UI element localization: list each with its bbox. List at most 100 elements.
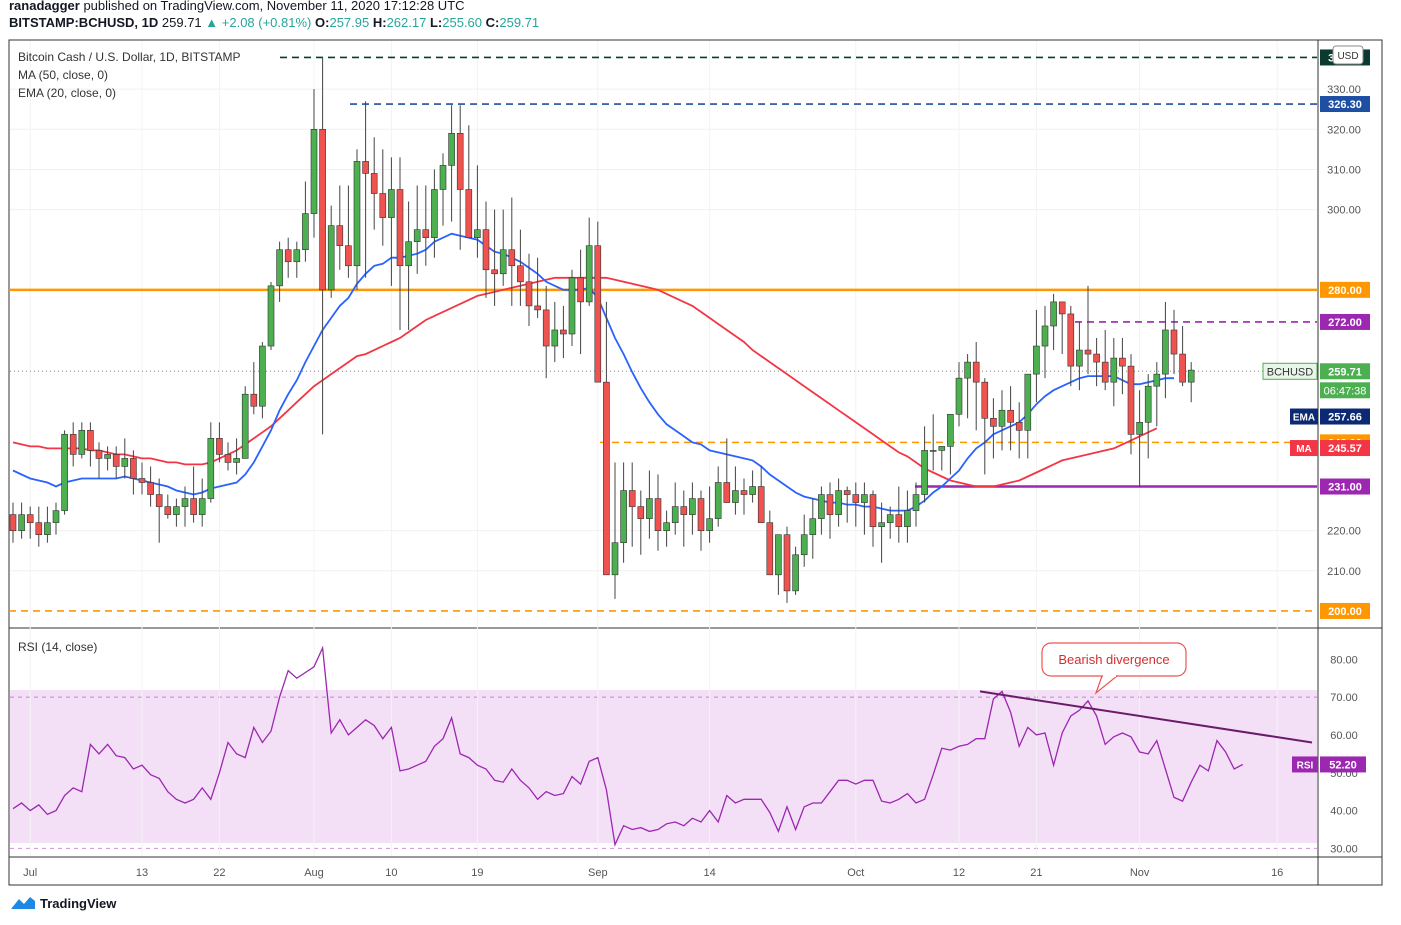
- candle-body: [740, 490, 748, 495]
- candle-body: [9, 514, 17, 531]
- candle-body: [61, 434, 68, 511]
- candle-body: [1084, 349, 1092, 355]
- currency-badge[interactable]: [1332, 45, 1364, 65]
- value-tag-label: 245.57: [1328, 443, 1362, 455]
- value-tag: [1320, 440, 1370, 457]
- candle-body: [1153, 373, 1161, 387]
- candle-body: [1015, 422, 1023, 431]
- candle-body: [663, 522, 670, 531]
- candle-body: [568, 277, 576, 335]
- candle-body: [69, 434, 77, 455]
- currency-label: USD: [1337, 51, 1358, 62]
- candle-body: [818, 494, 825, 519]
- candle-body: [886, 514, 894, 523]
- candle-body: [775, 534, 782, 576]
- candle-body: [732, 490, 739, 503]
- candle-body: [749, 486, 756, 495]
- candle-body: [542, 309, 550, 347]
- candle-body: [388, 189, 395, 218]
- candle-body: [998, 409, 1006, 427]
- candle-body: [878, 522, 885, 527]
- low-value: 255.60: [442, 15, 483, 30]
- level-tag: [1320, 478, 1370, 495]
- candle-body: [585, 245, 593, 303]
- level-tag-label: 200.00: [1328, 606, 1362, 618]
- rsi-value-tag: [1320, 756, 1366, 773]
- level-tag-label: 272.00: [1328, 317, 1362, 329]
- candle-body: [723, 482, 731, 503]
- candle-body: [611, 542, 619, 576]
- candle-body: [809, 518, 817, 535]
- time-tick-label: 14: [703, 867, 715, 879]
- price-tick-label: 220.00: [1327, 526, 1361, 538]
- candle-body: [87, 430, 94, 451]
- candle-body: [835, 490, 842, 515]
- candle-body: [422, 229, 430, 238]
- candle-body: [482, 229, 490, 271]
- candle-body: [362, 161, 369, 174]
- candle-body: [190, 498, 197, 515]
- symbol-tag-label: BCHUSD: [1267, 366, 1314, 378]
- candle-body: [1093, 353, 1100, 363]
- candle-body: [448, 133, 455, 166]
- rsi-tick-label: 70.00: [1330, 692, 1358, 704]
- close-label: C:: [485, 15, 500, 30]
- candle-body: [104, 454, 111, 459]
- candle-body: [525, 281, 533, 307]
- candle-body: [620, 490, 627, 544]
- candle-body: [1033, 345, 1040, 375]
- candle-body: [912, 494, 920, 511]
- candle-body: [353, 161, 361, 267]
- close-value: 259.71: [499, 15, 540, 30]
- countdown-tag: [1320, 382, 1370, 399]
- candle-body: [1067, 313, 1075, 367]
- candle-body: [646, 498, 653, 519]
- rsi-value-label: 52.20: [1329, 759, 1357, 771]
- value-tag-label: 259.71: [1328, 366, 1362, 378]
- candle-body: [474, 229, 481, 238]
- candle-body: [921, 450, 928, 495]
- candle-body: [1170, 329, 1178, 355]
- candle-body: [327, 225, 335, 291]
- tradingview-logo[interactable]: TradingView: [10, 895, 116, 911]
- rsi-tick-label: 60.00: [1330, 730, 1358, 742]
- candle-body: [233, 458, 240, 463]
- candle-body: [603, 381, 610, 576]
- candle-body: [783, 534, 791, 592]
- candle-body: [1136, 422, 1143, 435]
- price-change: ▲ +2.08 (+0.81%): [205, 15, 312, 30]
- candle-body: [439, 165, 447, 190]
- time-tick-label: 21: [1030, 867, 1042, 879]
- time-tick-label: Oct: [847, 867, 864, 879]
- publisher-name[interactable]: ranadagger: [9, 0, 80, 13]
- annotation-text: Bearish divergence: [1058, 652, 1169, 667]
- candle-body: [508, 249, 516, 267]
- candle-body: [216, 438, 223, 455]
- value-tag-label: 257.66: [1328, 412, 1362, 424]
- published-text: published on TradingView.com, November 1…: [83, 0, 465, 13]
- candle-body: [302, 213, 309, 251]
- candle-body: [465, 189, 473, 238]
- candle-body: [456, 133, 464, 190]
- symbol-tag: [1262, 362, 1318, 380]
- price-tick-label: 320.00: [1327, 124, 1361, 136]
- candle-body: [714, 482, 722, 519]
- candle-body: [155, 494, 163, 507]
- rsi-band: [10, 690, 1317, 843]
- rsi-tick-label: 80.00: [1330, 654, 1358, 666]
- candle-body: [1110, 357, 1118, 383]
- candle-body: [628, 490, 636, 507]
- candle-body: [534, 305, 541, 311]
- candle-body: [413, 229, 421, 242]
- candle-body: [852, 494, 860, 503]
- candle-body: [517, 265, 524, 283]
- candle-body: [491, 269, 498, 275]
- candle-body: [241, 393, 249, 459]
- ema-legend: EMA (20, close, 0): [18, 86, 116, 100]
- level-tag-label: 326.30: [1328, 99, 1362, 111]
- candle-body: [826, 494, 834, 515]
- indicator-tag-name: MA: [1296, 444, 1312, 455]
- ohlc-line: BITSTAMP:BCHUSD, 1D 259.71 ▲ +2.08 (+0.8…: [9, 15, 539, 30]
- time-tick-label: 16: [1271, 867, 1283, 879]
